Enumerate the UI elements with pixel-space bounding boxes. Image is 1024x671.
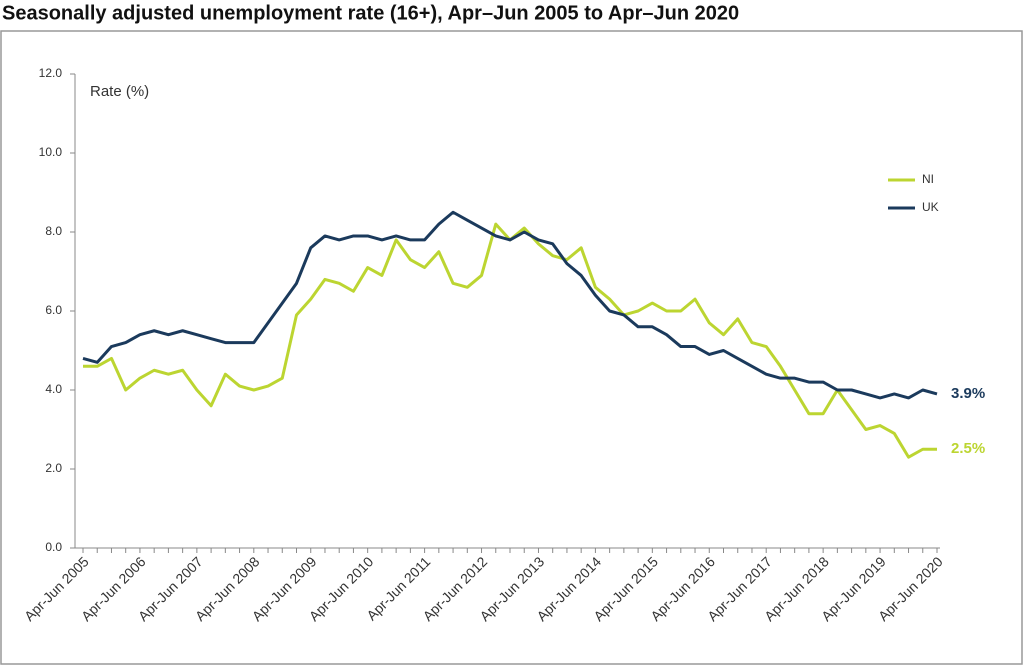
legend-label: NI bbox=[922, 172, 934, 186]
end-label: 2.5% bbox=[951, 440, 985, 457]
frame bbox=[0, 30, 1023, 665]
y-tick-label: 2.0 bbox=[45, 461, 62, 475]
y-tick-label: 6.0 bbox=[45, 303, 62, 317]
y-tick-label: 0.0 bbox=[45, 540, 62, 554]
chart-title: Seasonally adjusted unemployment rate (1… bbox=[2, 2, 739, 24]
line-series bbox=[83, 222, 937, 459]
y-axis-title: Rate (%) bbox=[90, 83, 149, 100]
legend-label: UK bbox=[922, 200, 939, 214]
y-tick-label: 4.0 bbox=[45, 382, 62, 396]
end-label: 3.9% bbox=[951, 385, 985, 402]
y-tick-label: 8.0 bbox=[45, 224, 62, 238]
y-tick-label: 10.0 bbox=[39, 145, 63, 159]
y-tick-label: 12.0 bbox=[39, 66, 63, 80]
line-series bbox=[82, 210, 938, 400]
